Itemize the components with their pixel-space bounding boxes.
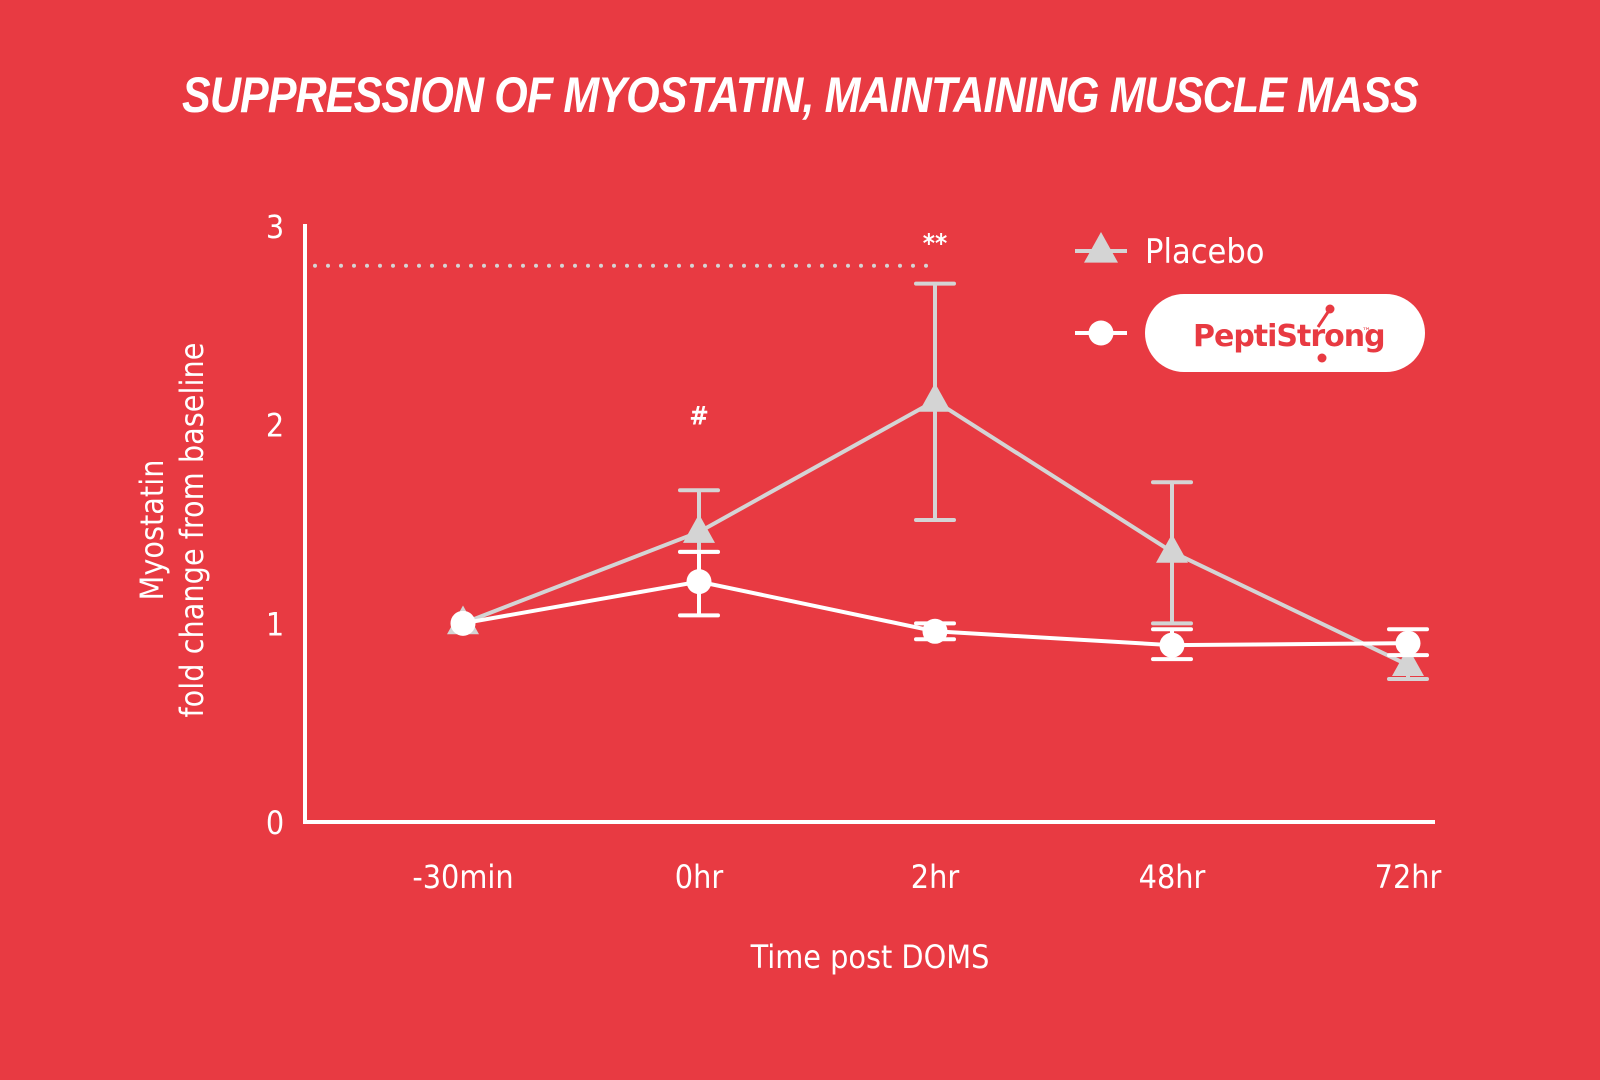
legend-circle-icon — [1088, 320, 1114, 346]
data-point-triangle — [1156, 533, 1188, 563]
axes: 0 1 2 3 -30min 0hr 2hr 48hr 72hr Time post DOMS My… — [133, 208, 1442, 976]
data-point-triangle — [1392, 647, 1424, 676]
data-point-circle — [686, 569, 712, 595]
y-tick-label: 0 — [266, 804, 284, 842]
x-axis-label: Time post DOMS — [750, 938, 990, 976]
y-tick-label: 1 — [266, 605, 284, 643]
data-point-circle — [1395, 630, 1421, 656]
x-tick-label: 2hr — [911, 858, 960, 896]
x-tick-label: -30min — [412, 858, 513, 896]
brand-trademark: ™ — [1362, 327, 1371, 337]
significance-annotation: ** — [923, 229, 947, 259]
series-peptistrong — [450, 549, 1429, 662]
chart-marks: # ** — [313, 229, 1429, 681]
significance-annotation: # — [689, 402, 709, 432]
y-tick-label: 2 — [266, 407, 284, 445]
y-tick-label: 3 — [266, 208, 284, 246]
y-axis-label-line1: Myostatin — [133, 460, 171, 601]
x-tick-label: 0hr — [675, 858, 724, 896]
data-point-circle — [922, 618, 948, 644]
legend-label: Placebo — [1145, 232, 1264, 272]
x-tick-label: 48hr — [1139, 858, 1206, 896]
legend-item-placebo: Placebo — [1075, 232, 1264, 272]
data-point-triangle — [683, 514, 715, 543]
data-point-triangle — [919, 382, 951, 412]
legend-triangle-icon — [1084, 232, 1118, 263]
data-point-circle — [1159, 632, 1185, 658]
brand-logo-text: PeptiStrong — [1193, 319, 1385, 354]
molecule-node-icon — [1317, 353, 1327, 363]
data-point-circle — [450, 610, 476, 636]
y-axis-label-line2: fold change from baseline — [173, 343, 211, 718]
molecule-bond-icon — [1316, 308, 1332, 328]
brand-pill — [1145, 294, 1425, 372]
chart-title: SUPPRESSION OF MYOSTATIN, MAINTAINING MU… — [182, 67, 1419, 123]
x-tick-label: 72hr — [1375, 858, 1442, 896]
